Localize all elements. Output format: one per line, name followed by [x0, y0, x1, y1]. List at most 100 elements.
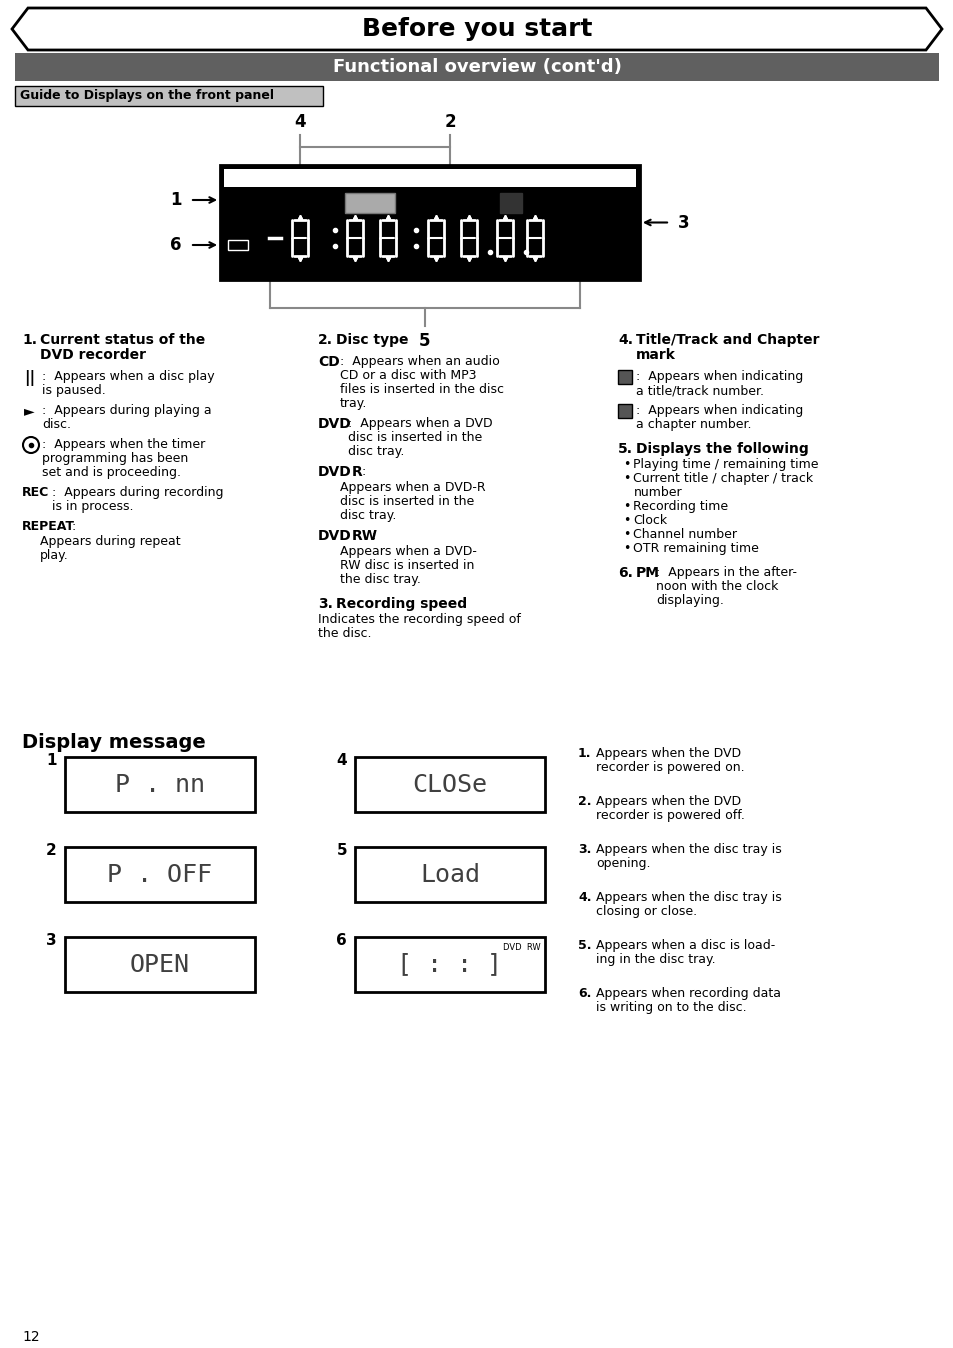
- Text: 5: 5: [336, 842, 347, 857]
- Text: a title/track number.: a title/track number.: [636, 384, 763, 398]
- Text: mark: mark: [636, 348, 675, 363]
- Text: REPEAT: REPEAT: [228, 253, 260, 262]
- Text: 1.: 1.: [22, 333, 37, 346]
- Text: 12: 12: [22, 1330, 40, 1344]
- Text: set and is proceeding.: set and is proceeding.: [42, 466, 181, 479]
- Text: RW: RW: [352, 528, 377, 543]
- Text: :  Appears when a DVD: : Appears when a DVD: [348, 417, 492, 430]
- Text: is writing on to the disc.: is writing on to the disc.: [596, 1002, 746, 1014]
- Text: 6.: 6.: [578, 987, 591, 1000]
- Text: :  Appears in the after-: : Appears in the after-: [656, 566, 796, 580]
- Bar: [355, 758, 544, 811]
- Text: :  Appears during recording: : Appears during recording: [52, 487, 223, 499]
- Text: DVD recorder: DVD recorder: [40, 348, 146, 363]
- Text: C: C: [620, 406, 628, 417]
- Text: P . nn: P . nn: [115, 772, 205, 797]
- Bar: [355, 937, 544, 992]
- Text: •: •: [622, 542, 630, 555]
- Text: Appears when the DVD: Appears when the DVD: [596, 795, 740, 807]
- Bar: [224, 168, 636, 187]
- Text: Title/Track and Chapter: Title/Track and Chapter: [636, 333, 819, 346]
- Text: disc is inserted in the: disc is inserted in the: [348, 431, 482, 443]
- Text: LP EP: LP EP: [612, 212, 635, 221]
- Text: Functional overview (cont'd): Functional overview (cont'd): [333, 58, 620, 75]
- Text: recorder is powered on.: recorder is powered on.: [596, 762, 744, 774]
- Text: disc is inserted in the: disc is inserted in the: [339, 495, 474, 508]
- Text: disc tray.: disc tray.: [339, 510, 395, 522]
- Text: OTR remaining time: OTR remaining time: [633, 542, 758, 555]
- Text: T: T: [620, 372, 628, 381]
- Text: ||: ||: [237, 191, 249, 208]
- Bar: [345, 193, 395, 213]
- Text: programming has been: programming has been: [42, 452, 188, 465]
- Text: XP SP: XP SP: [611, 200, 635, 209]
- Text: :  Appears when a disc play: : Appears when a disc play: [42, 369, 214, 383]
- Text: Appears when recording data: Appears when recording data: [596, 987, 781, 1000]
- Text: Appears when the disc tray is: Appears when the disc tray is: [596, 842, 781, 856]
- Text: 2.: 2.: [317, 333, 333, 346]
- Text: number: number: [634, 487, 682, 499]
- Text: Recording time: Recording time: [633, 500, 727, 514]
- Text: CD or a disc with MP3: CD or a disc with MP3: [339, 369, 476, 381]
- Text: disc tray.: disc tray.: [348, 445, 404, 458]
- Text: 6: 6: [335, 933, 347, 948]
- Text: 3: 3: [678, 213, 689, 232]
- Text: 2: 2: [444, 113, 456, 131]
- Bar: [618, 369, 631, 384]
- Text: DVD: DVD: [317, 465, 352, 479]
- Text: OPEN: OPEN: [130, 953, 190, 976]
- Bar: [15, 86, 323, 106]
- Text: RW disc is inserted in: RW disc is inserted in: [339, 559, 474, 572]
- Text: :  Appears when indicating: : Appears when indicating: [636, 404, 802, 417]
- Text: opening.: opening.: [596, 857, 650, 869]
- Text: tray.: tray.: [339, 398, 367, 410]
- Text: displaying.: displaying.: [656, 594, 723, 607]
- Text: [ : : ]: [ : : ]: [397, 953, 502, 976]
- Text: C: C: [506, 197, 515, 209]
- Text: 3.: 3.: [578, 842, 591, 856]
- Text: 3.: 3.: [317, 597, 333, 611]
- Text: PM: PM: [229, 240, 242, 249]
- Text: Displays the following: Displays the following: [636, 442, 808, 456]
- Text: 5: 5: [418, 332, 431, 350]
- Text: DVD: DVD: [317, 417, 352, 431]
- Text: 3: 3: [47, 933, 57, 948]
- Text: Appears when the DVD: Appears when the DVD: [596, 747, 740, 760]
- Text: Appears when a disc is load-: Appears when a disc is load-: [596, 940, 775, 952]
- Text: ing in the disc tray.: ing in the disc tray.: [596, 953, 715, 967]
- Text: •: •: [622, 500, 630, 514]
- Text: ►: ►: [24, 404, 34, 418]
- Text: REC: REC: [228, 228, 246, 237]
- Text: P . OFF: P . OFF: [108, 863, 213, 887]
- Text: 4: 4: [336, 754, 347, 768]
- Bar: [65, 847, 254, 902]
- Bar: [228, 240, 248, 249]
- Text: 2: 2: [46, 842, 57, 857]
- Text: 5.: 5.: [618, 442, 633, 456]
- Text: Appears when the disc tray is: Appears when the disc tray is: [596, 891, 781, 905]
- Text: 4.: 4.: [578, 891, 591, 905]
- Text: •: •: [622, 514, 630, 527]
- Text: DVD: DVD: [317, 528, 352, 543]
- Text: Before you start: Before you start: [361, 18, 592, 40]
- Bar: [220, 164, 639, 280]
- Text: Appears during repeat: Appears during repeat: [40, 535, 180, 549]
- Text: 2.: 2.: [578, 795, 591, 807]
- Text: the disc tray.: the disc tray.: [339, 573, 420, 586]
- Text: 1: 1: [47, 754, 57, 768]
- Text: the disc.: the disc.: [317, 627, 371, 640]
- Bar: [65, 937, 254, 992]
- Text: PM: PM: [636, 566, 659, 580]
- Text: disc.: disc.: [42, 418, 71, 431]
- Text: CD: CD: [317, 355, 339, 369]
- Bar: [355, 847, 544, 902]
- Text: :: :: [71, 520, 76, 532]
- Text: Clock: Clock: [633, 514, 666, 527]
- Bar: [65, 758, 254, 811]
- Text: •: •: [622, 458, 630, 470]
- Text: R: R: [352, 465, 362, 479]
- Text: 1.: 1.: [578, 747, 591, 760]
- Text: ►: ►: [253, 191, 266, 206]
- Text: REC: REC: [22, 487, 50, 499]
- Text: ||: ||: [24, 369, 35, 386]
